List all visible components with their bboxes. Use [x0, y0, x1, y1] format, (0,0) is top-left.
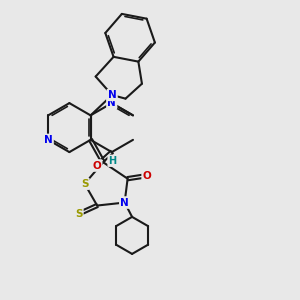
Text: S: S: [75, 209, 82, 219]
Text: O: O: [142, 171, 152, 181]
Text: N: N: [108, 90, 116, 100]
Text: S: S: [81, 179, 88, 189]
Text: O: O: [92, 160, 101, 170]
Text: H: H: [109, 156, 117, 166]
Text: S: S: [81, 179, 88, 189]
Text: S: S: [75, 209, 82, 219]
Text: N: N: [108, 90, 116, 100]
Text: N: N: [44, 135, 52, 145]
Text: N: N: [120, 198, 129, 208]
Text: O: O: [92, 160, 101, 170]
Text: N: N: [107, 98, 116, 108]
Text: N: N: [120, 198, 129, 208]
Text: N: N: [107, 98, 116, 108]
Text: N: N: [44, 135, 52, 145]
Text: H: H: [109, 156, 117, 166]
Text: O: O: [142, 171, 152, 181]
